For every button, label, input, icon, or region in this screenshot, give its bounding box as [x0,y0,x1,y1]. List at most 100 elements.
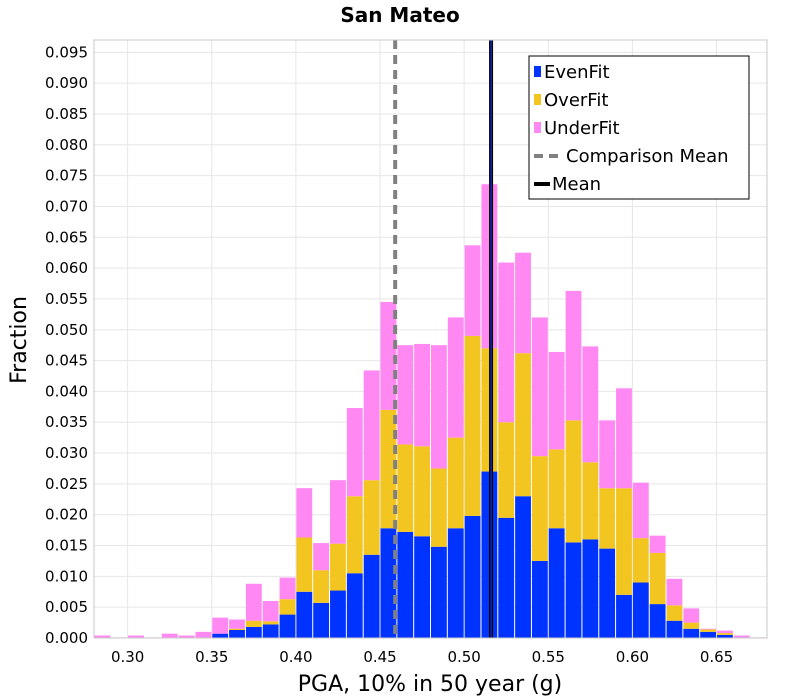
legend-box [528,55,750,200]
bar-underfit-5 [178,635,195,638]
bar-overfit-15 [346,496,363,574]
bar-underfit-9 [245,583,262,621]
y-tick-label: 0.045 [45,352,88,370]
bar-overfit-16 [363,480,380,555]
y-tick-label: 0.075 [45,167,88,185]
bar-underfit-22 [464,245,481,336]
bars [94,184,767,638]
y-tick-label: 0.005 [45,598,88,616]
bar-underfit-31 [616,388,632,489]
bar-underfit-27 [548,351,565,450]
bar-overfit-19 [414,446,430,537]
bar-evenfit-16 [363,554,380,638]
bar-evenfit-22 [464,515,481,638]
bar-underfit-4 [161,633,178,638]
x-tick-label: 0.50 [447,648,480,666]
bar-overfit-10 [262,621,279,625]
bar-evenfit-28 [565,542,582,638]
grid [94,40,767,639]
bar-evenfit-9 [245,626,262,638]
x-axis-title: PGA, 10% in 50 year (g) [298,672,562,697]
bar-underfit-16 [363,370,380,481]
y-tick-label: 0.080 [45,136,88,154]
bar-underfit-17 [380,302,397,410]
bar-overfit-17 [380,409,397,529]
x-axis-ticks: 0.30 0.35 0.40 0.45 0.50 0.55 0.60 0.65 [111,648,733,666]
bar-underfit-37 [717,630,733,634]
bar-underfit-11 [279,577,296,600]
bar-underfit-13 [313,543,330,571]
x-tick-label: 0.60 [616,648,649,666]
y-tick-label: 0.060 [45,259,88,277]
x-tick-label: 0.55 [532,648,565,666]
legend-label-overfit: OverFit [544,90,608,111]
bar-underfit-10 [262,601,279,622]
bar-evenfit-36 [700,631,717,638]
bar-evenfit-30 [599,548,616,638]
bar-evenfit-31 [616,594,632,638]
bar-underfit-14 [330,480,346,544]
bar-overfit-26 [531,456,548,561]
bar-overfit-24 [498,422,515,518]
bar-overfit-35 [683,622,700,629]
y-tick-label: 0.000 [45,629,88,647]
bar-overfit-20 [431,468,447,547]
legend-label-mean: Mean [552,174,601,195]
bar-overfit-37 [717,633,733,635]
bar-underfit-19 [414,343,430,447]
bar-evenfit-37 [717,634,733,638]
bar-evenfit-32 [632,582,649,638]
bar-underfit-25 [515,252,531,354]
bar-evenfit-19 [414,536,430,638]
bar-evenfit-21 [447,528,464,638]
bar-evenfit-20 [431,546,447,638]
bar-evenfit-13 [313,602,330,638]
bar-evenfit-7 [212,633,229,638]
y-tick-label: 0.020 [45,506,88,524]
bar-overfit-31 [616,488,632,595]
bar-evenfit-24 [498,517,515,638]
bar-evenfit-26 [531,560,548,638]
bar-evenfit-11 [279,614,296,638]
x-tick-label: 0.30 [111,648,144,666]
y-tick-label: 0.070 [45,197,88,215]
bar-overfit-9 [245,620,262,627]
bar-underfit-29 [582,346,599,463]
legend: EvenFit OverFit UnderFit Comparison Mean Mea… [528,55,750,200]
y-axis-title: Fraction [7,296,32,384]
bar-evenfit-17 [380,528,397,638]
bar-evenfit-35 [683,628,700,638]
bar-overfit-27 [548,449,565,529]
legend-label-underfit: UnderFit [544,118,620,139]
y-axis-ticks: 0.000 0.005 0.010 0.015 0.020 0.025 0.030 0.035… [45,43,88,647]
y-tick-label: 0.055 [45,290,88,308]
y-tick-label: 0.010 [45,567,88,585]
bar-underfit-15 [346,408,363,497]
bar-overfit-36 [700,629,717,632]
bar-underfit-0 [94,635,111,638]
bar-evenfit-34 [666,620,683,638]
bar-underfit-28 [565,290,582,421]
bar-underfit-33 [649,535,666,553]
legend-label-comparison-mean: Comparison Mean [566,146,729,167]
bar-underfit-7 [212,617,229,634]
legend-label-evenfit: EvenFit [544,62,610,83]
bar-underfit-35 [683,608,700,623]
bar-evenfit-18 [397,531,414,638]
bar-underfit-38 [733,635,750,638]
y-tick-label: 0.030 [45,444,88,462]
bar-underfit-34 [666,578,683,606]
bar-underfit-20 [431,345,447,469]
bar-underfit-32 [632,482,649,539]
bar-underfit-30 [599,420,616,489]
bar-overfit-8 [229,628,245,630]
legend-swatch-overfit [534,94,541,105]
y-tick-label: 0.035 [45,413,88,431]
chart-title: San Mateo [340,3,459,27]
bar-evenfit-33 [649,604,666,638]
bar-overfit-21 [447,437,464,529]
y-tick-label: 0.040 [45,382,88,400]
bar-evenfit-25 [515,496,531,638]
x-tick-label: 0.65 [700,648,733,666]
bar-overfit-30 [599,488,616,549]
